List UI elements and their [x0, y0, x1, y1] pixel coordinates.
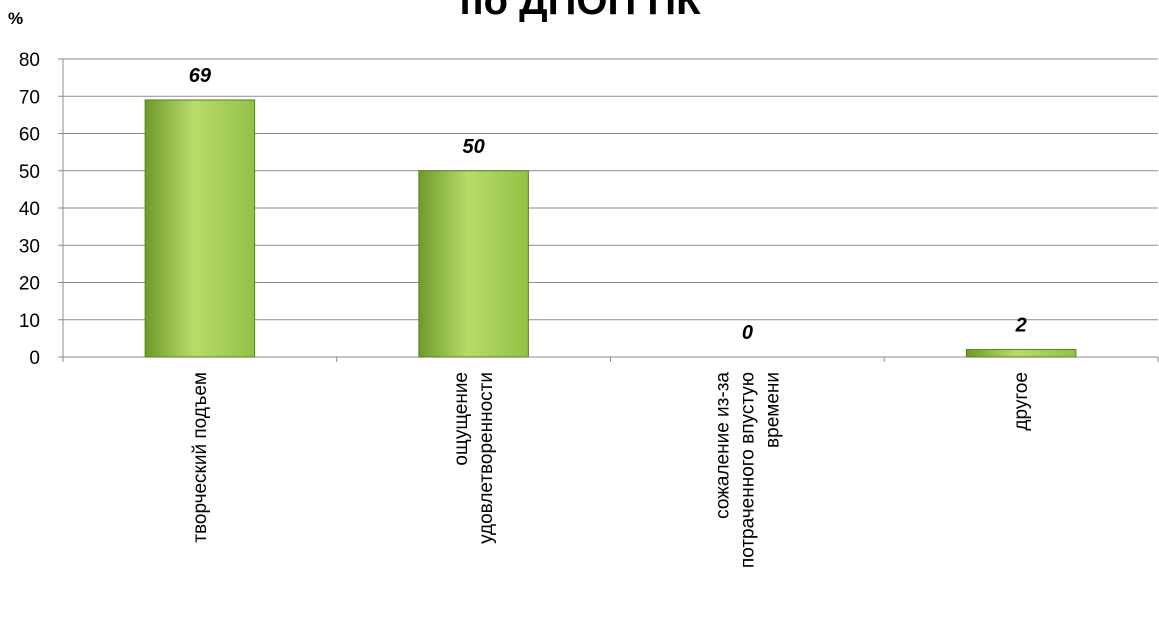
y-tick-label: 80 [19, 50, 40, 71]
chart-title: по ДПОП ПК [459, 0, 701, 23]
y-tick-label: 40 [19, 199, 40, 220]
y-tick-label: 50 [19, 162, 40, 183]
data-label-2: 0 [742, 322, 753, 344]
bar-1 [418, 170, 529, 358]
data-label-0: 69 [189, 65, 212, 87]
bar-0 [144, 99, 256, 358]
y-tick-label: 20 [19, 274, 40, 295]
y-tick-label: 10 [19, 311, 40, 332]
y-tick-label: 70 [19, 87, 40, 108]
bar-3 [965, 349, 1077, 358]
category-label-3-line-0: другое [1011, 372, 1032, 431]
category-label-0-line-0: творческий подъем [190, 372, 211, 543]
category-label-2-line-2: времени [762, 372, 783, 448]
data-label-3: 2 [1015, 315, 1027, 337]
y-tick-label: 30 [19, 236, 40, 257]
category-label-1-line-0: ощущение [451, 372, 472, 466]
bars [144, 99, 1077, 358]
y-tick-label: 60 [19, 125, 40, 146]
category-label-1-line-1: удовлетворенности [476, 372, 497, 544]
data-label-1: 50 [463, 136, 485, 158]
y-axis-unit-label: % [8, 9, 23, 28]
axes [58, 58, 1159, 362]
category-label-2-line-0: сожаление из-за [712, 372, 733, 519]
category-label-2-line-1: потраченного впустую [737, 372, 758, 568]
y-tick-label: 0 [29, 348, 40, 369]
